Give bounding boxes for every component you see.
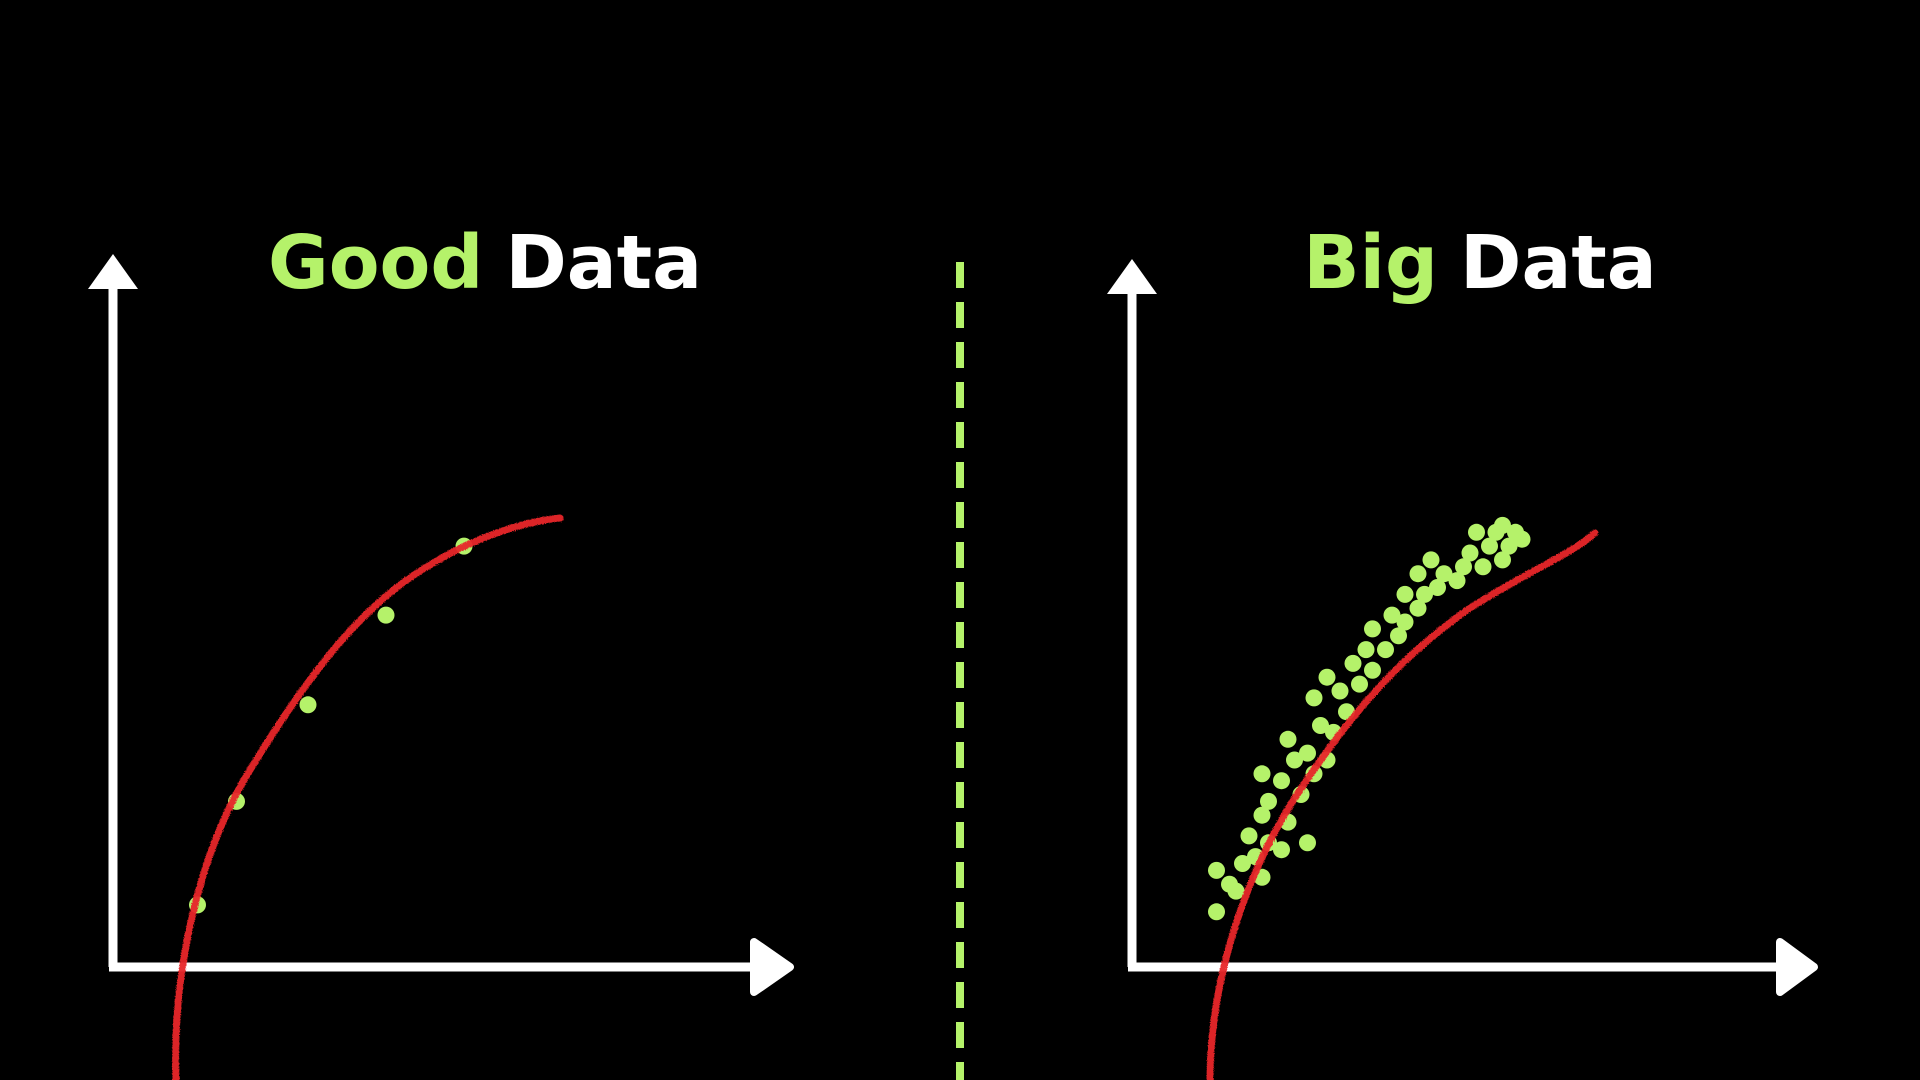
- data-point: [1208, 903, 1225, 921]
- data-point: [1357, 641, 1375, 659]
- data-point: [1448, 572, 1466, 590]
- data-point: [1494, 516, 1511, 534]
- data-point: [1377, 641, 1394, 659]
- big-data-points: [1208, 516, 1531, 921]
- right-y-axis-arrowhead: [1107, 259, 1157, 294]
- data-point: [1409, 599, 1427, 617]
- data-point: [1481, 537, 1498, 555]
- data-point: [1461, 544, 1479, 562]
- title-rest-word: Data: [505, 220, 702, 306]
- left-fit-curve: [172, 514, 564, 1080]
- data-point: [1299, 744, 1316, 762]
- data-point: [1253, 806, 1271, 824]
- data-point: [1494, 551, 1511, 569]
- data-point: [1396, 585, 1414, 603]
- data-point: [1253, 765, 1271, 783]
- data-point: [1409, 565, 1427, 583]
- data-point: [1507, 523, 1524, 541]
- data-point: [1396, 613, 1414, 631]
- data-point: [1500, 537, 1518, 555]
- good-data-title: Good Data: [268, 220, 702, 306]
- data-point: [1390, 627, 1407, 645]
- data-point: [1429, 579, 1446, 596]
- data-point: [1474, 558, 1492, 576]
- title-accent-word: Big: [1303, 220, 1438, 306]
- data-point: [1221, 875, 1238, 893]
- data-point: [1279, 730, 1297, 748]
- title-accent-word: Good: [268, 220, 483, 306]
- data-point: [1468, 523, 1485, 541]
- left-axes: [108, 285, 760, 972]
- data-point: [1422, 551, 1440, 569]
- data-point: [1234, 855, 1251, 872]
- data-point: [1273, 772, 1290, 790]
- good-data-panel: Good Data: [88, 220, 794, 1080]
- data-point: [1240, 827, 1258, 845]
- data-point: [1455, 558, 1472, 576]
- data-point: [1286, 751, 1303, 769]
- data-point: [1299, 834, 1316, 852]
- data-point: [1364, 620, 1381, 638]
- data-point: [1435, 565, 1453, 583]
- data-point: [299, 696, 317, 714]
- data-point: [377, 606, 395, 624]
- big-data-panel: Big Data: [1107, 220, 1818, 1080]
- data-point: [1331, 682, 1349, 700]
- right-axes: [1127, 290, 1786, 972]
- data-point: [1208, 861, 1225, 879]
- data-point: [1383, 606, 1401, 624]
- left-y-axis-arrowhead: [88, 254, 138, 289]
- big-data-title: Big Data: [1303, 220, 1656, 306]
- data-point: [1351, 675, 1368, 693]
- data-point: [1305, 689, 1323, 707]
- data-point: [1312, 717, 1329, 734]
- data-point: [1273, 841, 1290, 859]
- data-point: [1416, 585, 1433, 603]
- data-point: [1260, 792, 1277, 810]
- data-point: [1318, 668, 1336, 686]
- data-point: [1364, 661, 1381, 679]
- good-data-points: [189, 537, 473, 914]
- right-fit-curve: [1206, 529, 1599, 1080]
- data-point: [1344, 654, 1362, 672]
- title-rest-word: Data: [1460, 220, 1657, 306]
- left-x-axis-arrowhead: [750, 938, 794, 996]
- right-x-axis-arrowhead: [1776, 938, 1818, 996]
